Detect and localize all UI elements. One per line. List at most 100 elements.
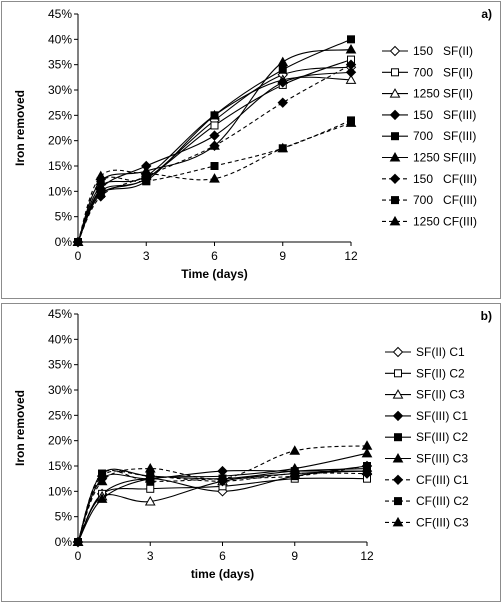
data-point: [345, 67, 357, 78]
y-tick-label: 0%: [55, 235, 73, 249]
y-tick-label: 10%: [48, 184, 72, 198]
data-point: [277, 97, 288, 108]
data-point: [217, 473, 228, 483]
series-line: [77, 71, 352, 243]
data-point: [209, 173, 220, 183]
data-point: [361, 440, 373, 450]
legend-label: CF(III) C3: [416, 515, 469, 529]
chart-panel-b: 0% 5% 10% 15% 20% 25% 30% 35% 40% 45% 0 3 6 9 12 time (…: [1, 303, 501, 602]
legend-marker: [394, 369, 402, 378]
legend-label: 1250 SF(III): [413, 151, 476, 165]
data-point: [142, 177, 151, 186]
data-point: [96, 475, 108, 486]
data-point: [277, 77, 288, 88]
legend-marker: [392, 389, 404, 399]
legend-marker: [391, 68, 399, 77]
legend-marker: [392, 346, 404, 358]
legend-label: 150 SF(III): [413, 108, 476, 122]
legend-label: 700 SF(II): [413, 65, 473, 79]
y-tick-label: 25%: [48, 108, 72, 122]
y-tick-label: 20%: [48, 434, 72, 448]
y-tick-label: 5%: [55, 210, 73, 224]
x-tick-label: 12: [344, 249, 358, 263]
data-point: [277, 56, 289, 67]
y-tick-label: 35%: [48, 358, 72, 372]
x-tick-label: 3: [143, 249, 150, 263]
data-point: [146, 484, 155, 493]
y-tick-label: 20%: [48, 134, 72, 148]
panel-label: b): [481, 309, 492, 323]
legend-marker: [394, 497, 402, 506]
legend-label: SF(III) C2: [416, 430, 468, 444]
data-point: [290, 472, 299, 481]
data-point: [210, 162, 219, 170]
legend-label: 150 CF(III): [413, 172, 477, 186]
legend-label: 700 SF(III): [413, 129, 476, 143]
chart-panel-a: 0% 5% 10% 15% 20% 25% 30% 35% 40% 45% 0 3 6 9 12 Time (…: [1, 1, 501, 299]
y-tick-label: 10%: [48, 484, 72, 498]
series-line: [77, 445, 368, 543]
y-axis-title: Iron removed: [13, 90, 27, 166]
data-point: [95, 191, 106, 202]
data-point: [361, 468, 373, 479]
data-point: [277, 142, 289, 153]
y-tick-label: 30%: [48, 83, 72, 97]
data-point: [289, 445, 301, 455]
legend-label: SF(III) C1: [416, 409, 468, 423]
series-line: [77, 465, 368, 543]
legend-marker: [389, 88, 401, 98]
x-tick-label: 9: [291, 549, 298, 563]
series-line: [77, 122, 352, 243]
legend-label: 1250 CF(III): [413, 214, 477, 228]
legend-label: SF(II) C3: [416, 388, 465, 402]
data-point: [146, 477, 155, 486]
x-tick-label: 9: [279, 249, 286, 263]
legend-marker: [392, 452, 404, 463]
y-tick-label: 15%: [48, 459, 72, 473]
legend-marker: [389, 151, 401, 162]
legend-marker: [391, 196, 399, 205]
data-point: [96, 493, 108, 503]
y-tick-label: 40%: [48, 332, 72, 346]
series-line: [77, 66, 352, 243]
data-point: [278, 65, 287, 74]
x-tick-label: 6: [219, 549, 226, 563]
legend-marker: [389, 45, 401, 57]
data-point: [95, 170, 107, 181]
legend-label: 700 CF(III): [413, 193, 477, 207]
data-point: [345, 59, 357, 70]
data-point: [72, 536, 84, 546]
series-line: [77, 76, 352, 243]
legend-label: SF(II) C1: [416, 345, 465, 359]
legend-label: CF(III) C1: [416, 473, 469, 487]
x-axis-title: time (days): [191, 567, 254, 581]
data-point: [140, 168, 152, 178]
chart-a-svg: 0% 5% 10% 15% 20% 25% 30% 35% 40% 45% 0 3 6 9 12 Time (…: [13, 7, 492, 281]
y-tick-label: 35%: [48, 58, 72, 72]
data-point: [144, 463, 156, 473]
y-tick-label: 15%: [48, 159, 72, 173]
y-tick-label: 40%: [48, 32, 72, 46]
y-tick-label: 30%: [48, 383, 72, 397]
x-axis-title: Time (days): [181, 267, 247, 281]
legend-label: SF(III) C3: [416, 452, 468, 466]
data-point: [210, 121, 219, 130]
legend-label: 1250 SF(II): [413, 87, 473, 101]
data-point: [345, 43, 357, 54]
legend-marker: [394, 433, 402, 442]
data-point: [363, 462, 371, 470]
y-tick-label: 0%: [55, 535, 73, 549]
legend-marker: [392, 410, 404, 422]
legend-marker: [389, 215, 401, 226]
data-point: [345, 117, 357, 127]
y-tick-label: 25%: [48, 408, 72, 422]
legend-label: SF(II) C2: [416, 366, 465, 380]
x-tick-label: 6: [211, 249, 218, 263]
legend-marker: [392, 516, 404, 527]
legend-marker: [389, 173, 401, 185]
data-point: [345, 74, 357, 84]
y-tick-label: 5%: [55, 510, 73, 524]
y-axis-title: Iron removed: [13, 390, 27, 466]
series-line: [77, 64, 352, 243]
data-point: [209, 140, 220, 151]
